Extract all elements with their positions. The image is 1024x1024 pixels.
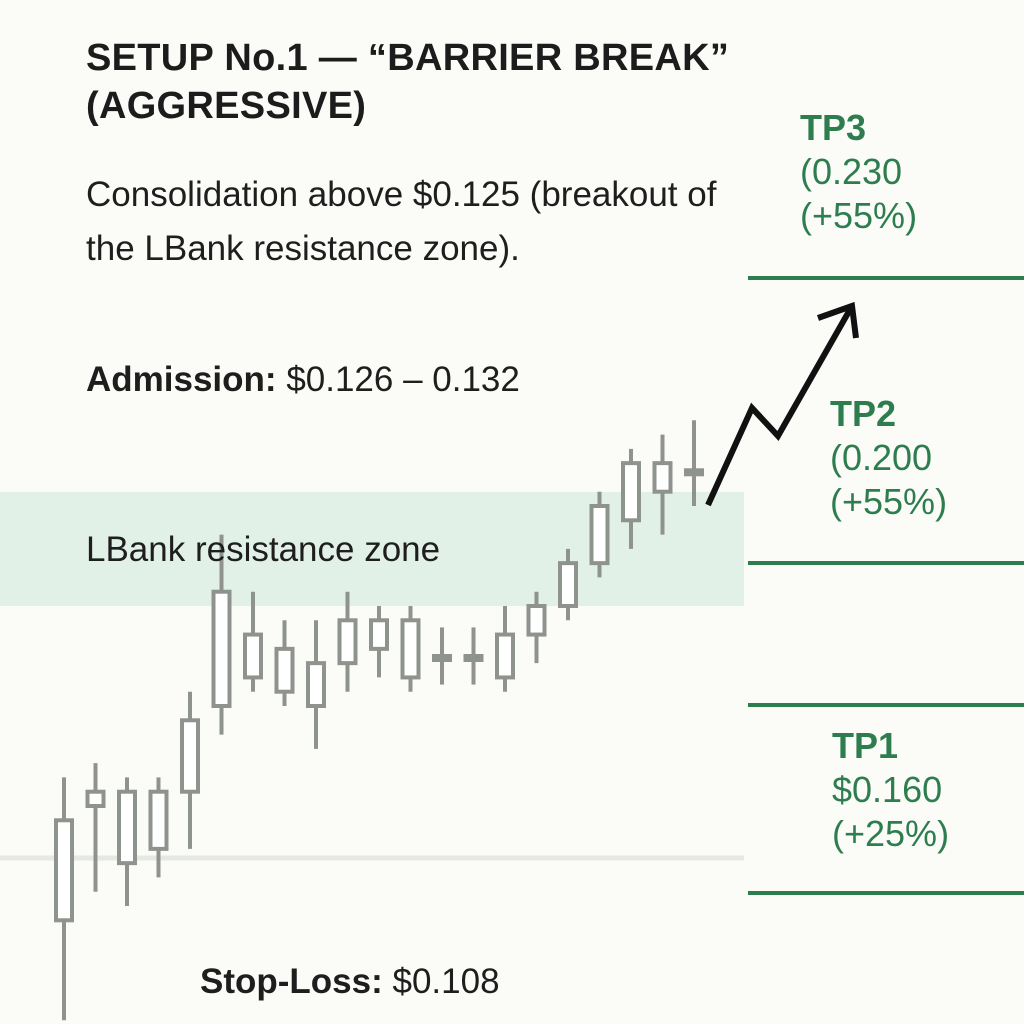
candle-body (117, 789, 137, 866)
candle-body (243, 632, 263, 680)
candle (117, 777, 137, 906)
admission-label: Admission: (86, 360, 277, 399)
tp3-price: (0.230 (800, 151, 903, 192)
candle-body (148, 789, 169, 851)
tp2-price: (0.200 (830, 437, 933, 478)
target-lines (748, 276, 1024, 895)
candle-body (274, 646, 295, 694)
candle (558, 548, 578, 621)
candle (400, 606, 421, 692)
breakout-arrowhead (817, 301, 859, 339)
candle-body (463, 654, 484, 662)
candle (54, 777, 74, 1021)
tp3-change: (+55%) (800, 195, 918, 236)
target-tp3: TP3 (0.230 (+55%) (800, 106, 917, 238)
candle (306, 620, 326, 749)
admission-range: Admission: $0.126 – 0.132 (86, 356, 520, 404)
candle-body (684, 468, 704, 477)
candle-body (337, 618, 358, 666)
candle-body (652, 461, 673, 494)
candle-body (180, 718, 200, 794)
candle (589, 491, 610, 578)
candle (274, 620, 295, 706)
candle-body (369, 618, 389, 651)
target-tp2: TP2 (0.200 (+55%) (830, 392, 947, 524)
candles (54, 420, 704, 1021)
resistance-zone-label: LBank resistance zone (86, 530, 441, 569)
candle-body (306, 661, 326, 709)
candle-body (85, 789, 106, 809)
stop-loss-value: $0.108 (392, 962, 500, 1001)
tp1-price: $0.160 (832, 769, 943, 810)
title-line-1: SETUP No.1 — “BARRIER BREAK” (86, 37, 730, 79)
admission-value: $0.126 – 0.132 (286, 360, 520, 399)
tp3-name: TP3 (800, 107, 867, 148)
tp2-change: (+55%) (830, 481, 948, 522)
candle (369, 606, 389, 678)
tp1-name: TP1 (832, 725, 899, 766)
target-tp1: TP1 $0.160 (+25%) (832, 724, 949, 856)
candle (621, 448, 641, 549)
candle (180, 691, 200, 849)
stop-loss: Stop-Loss: $0.108 (200, 958, 500, 1006)
candle-body (558, 561, 578, 609)
breakout-arrow (705, 304, 855, 507)
candle (526, 591, 547, 664)
candle-body (432, 654, 452, 662)
candle-body (211, 589, 232, 709)
candle-body (621, 461, 641, 523)
candle (684, 420, 704, 506)
candle (148, 777, 169, 878)
candle (211, 534, 232, 735)
candle (652, 434, 673, 535)
candle (463, 627, 484, 685)
candle (495, 606, 515, 692)
setup-description: Consolidation above $0.125 (breakout of … (86, 175, 717, 268)
page-title: SETUP No.1 — “BARRIER BREAK” (AGGRESSIVE… (86, 34, 729, 130)
candle-body (400, 618, 421, 680)
resistance-zone (0, 492, 744, 606)
candle-body (589, 504, 610, 566)
candle-body (54, 818, 74, 923)
title-line-2: (AGGRESSIVE) (86, 85, 367, 127)
candle (432, 627, 452, 685)
candle-body (526, 604, 547, 637)
candle (85, 763, 106, 892)
tp1-change: (+25%) (832, 813, 950, 854)
stop-loss-label: Stop-Loss: (200, 962, 383, 1001)
tp2-name: TP2 (830, 393, 897, 434)
candle (337, 591, 358, 692)
candle-body (495, 632, 515, 680)
candle (243, 591, 263, 692)
